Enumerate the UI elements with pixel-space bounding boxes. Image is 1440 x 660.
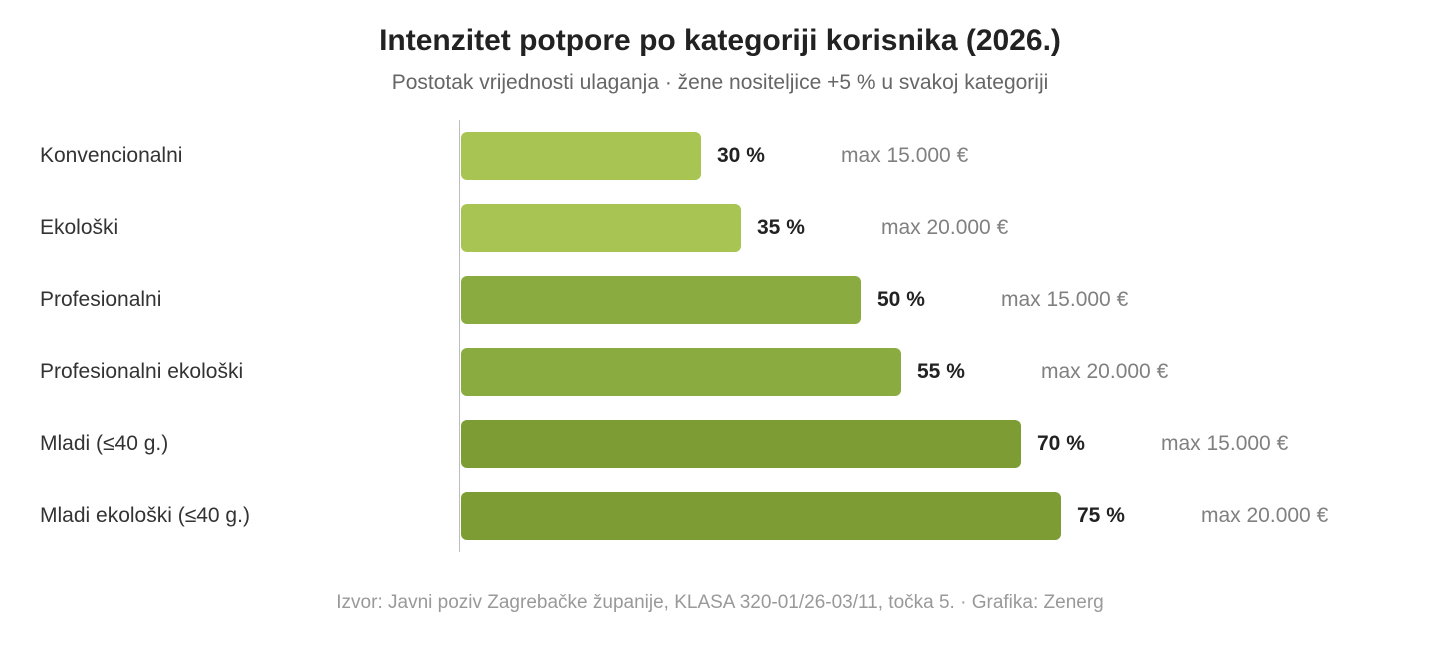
value-label: 50 %: [877, 288, 925, 311]
bar-row: Ekološki 35 % max 20.000 €: [0, 204, 1440, 252]
category-label: Mladi ekološki (≤40 g.): [40, 504, 250, 527]
bar-row: Mladi (≤40 g.) 70 % max 15.000 €: [0, 420, 1440, 468]
bar-row: Profesionalni 50 % max 15.000 €: [0, 276, 1440, 324]
value-label: 75 %: [1077, 504, 1125, 527]
value-label: 35 %: [757, 216, 805, 239]
bar: [461, 348, 901, 396]
bar-row: Konvencionalni 30 % max 15.000 €: [0, 132, 1440, 180]
max-amount-label: max 15.000 €: [1001, 288, 1129, 311]
bar: [461, 204, 741, 252]
value-label: 30 %: [717, 144, 765, 167]
y-axis-line: [459, 120, 460, 552]
source-note: Izvor: Javni poziv Zagrebačke županije, …: [336, 592, 1104, 613]
bar: [461, 420, 1021, 468]
category-label: Ekološki: [40, 216, 119, 239]
category-label: Profesionalni: [40, 288, 162, 311]
bar: [461, 492, 1061, 540]
bar: [461, 276, 861, 324]
chart-subtitle: Postotak vrijednosti ulaganja · žene nos…: [391, 71, 1049, 94]
chart-title: Intenzitet potpore po kategoriji korisni…: [379, 24, 1061, 57]
bar-row: Profesionalni ekološki 55 % max 20.000 €: [0, 348, 1440, 396]
category-label: Profesionalni ekološki: [40, 360, 244, 383]
category-label: Mladi (≤40 g.): [40, 432, 169, 455]
max-amount-label: max 15.000 €: [1161, 432, 1289, 455]
bar: [461, 132, 701, 180]
value-label: 55 %: [917, 360, 965, 383]
max-amount-label: max 15.000 €: [841, 144, 969, 167]
max-amount-label: max 20.000 €: [1041, 360, 1169, 383]
max-amount-label: max 20.000 €: [1201, 504, 1329, 527]
category-label: Konvencionalni: [40, 144, 183, 167]
max-amount-label: max 20.000 €: [881, 216, 1009, 239]
value-label: 70 %: [1037, 432, 1085, 455]
bar-row: Mladi ekološki (≤40 g.) 75 % max 20.000 €: [0, 492, 1440, 540]
